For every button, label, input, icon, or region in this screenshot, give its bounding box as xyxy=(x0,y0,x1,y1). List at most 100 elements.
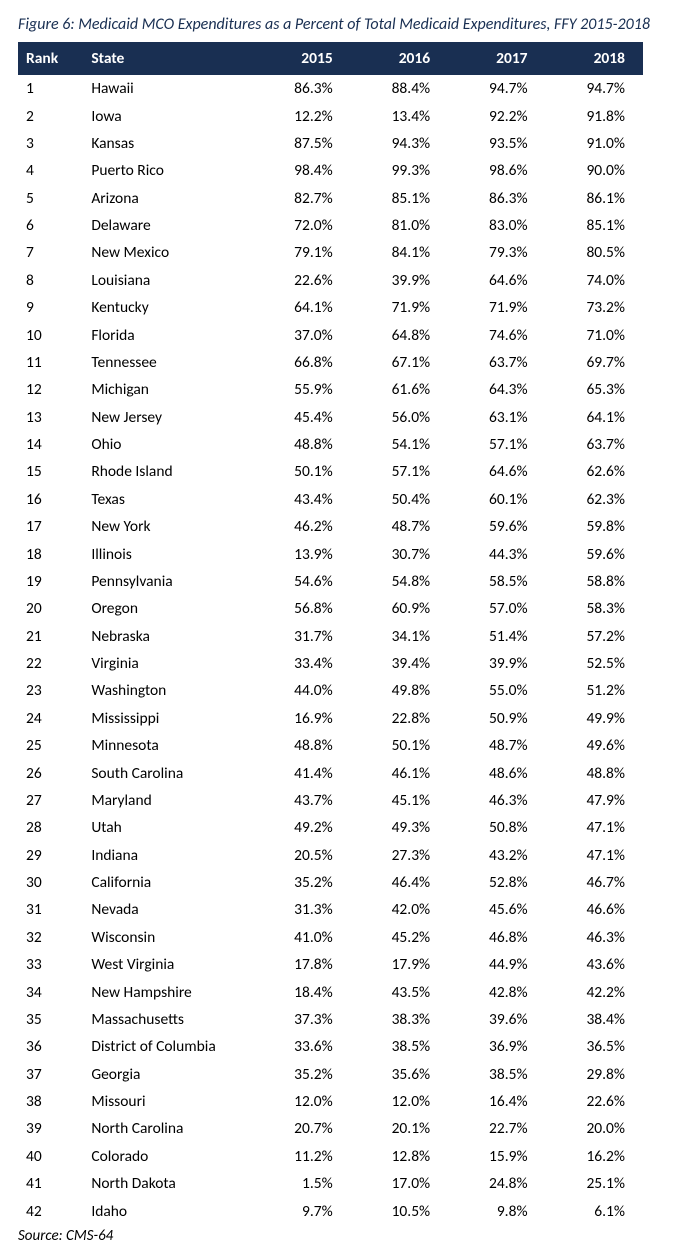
cell-2017: 24.8% xyxy=(448,1170,545,1197)
cell-2016: 38.3% xyxy=(351,1006,448,1033)
cell-2015: 37.0% xyxy=(253,321,350,348)
table-row: 31Nevada31.3%42.0%45.6%46.6% xyxy=(18,896,643,923)
table-row: 17New York46.2%48.7%59.6%59.8% xyxy=(18,513,643,540)
cell-state: Michigan xyxy=(83,376,253,403)
table-row: 29Indiana20.5%27.3%43.2%47.1% xyxy=(18,842,643,869)
table-row: 8Louisiana22.6%39.9%64.6%74.0% xyxy=(18,267,643,294)
cell-state: Colorado xyxy=(83,1143,253,1170)
cell-state: Iowa xyxy=(83,102,253,129)
cell-state: Washington xyxy=(83,677,253,704)
cell-2018: 38.4% xyxy=(546,1006,643,1033)
cell-2016: 84.1% xyxy=(351,239,448,266)
cell-2016: 45.2% xyxy=(351,924,448,951)
cell-2016: 35.6% xyxy=(351,1061,448,1088)
cell-rank: 11 xyxy=(18,349,83,376)
cell-rank: 6 xyxy=(18,212,83,239)
cell-2017: 79.3% xyxy=(448,239,545,266)
cell-2016: 49.8% xyxy=(351,677,448,704)
cell-2016: 56.0% xyxy=(351,404,448,431)
cell-2015: 33.6% xyxy=(253,1033,350,1060)
cell-state: Maryland xyxy=(83,787,253,814)
cell-2015: 46.2% xyxy=(253,513,350,540)
cell-state: Minnesota xyxy=(83,732,253,759)
cell-rank: 23 xyxy=(18,677,83,704)
col-state: State xyxy=(83,42,253,75)
cell-rank: 1 xyxy=(18,75,83,102)
cell-2015: 49.2% xyxy=(253,814,350,841)
cell-2016: 54.8% xyxy=(351,568,448,595)
cell-state: New Hampshire xyxy=(83,978,253,1005)
cell-rank: 37 xyxy=(18,1061,83,1088)
cell-2016: 85.1% xyxy=(351,185,448,212)
cell-rank: 33 xyxy=(18,951,83,978)
cell-2018: 16.2% xyxy=(546,1143,643,1170)
cell-state: Idaho xyxy=(83,1197,253,1224)
cell-2015: 12.2% xyxy=(253,102,350,129)
table-row: 24Mississippi16.9%22.8%50.9%49.9% xyxy=(18,705,643,732)
cell-2016: 46.1% xyxy=(351,759,448,786)
cell-2016: 54.1% xyxy=(351,431,448,458)
cell-2018: 74.0% xyxy=(546,267,643,294)
cell-2018: 62.6% xyxy=(546,458,643,485)
cell-state: Texas xyxy=(83,486,253,513)
cell-2017: 38.5% xyxy=(448,1061,545,1088)
cell-2016: 17.0% xyxy=(351,1170,448,1197)
cell-2016: 50.1% xyxy=(351,732,448,759)
cell-2016: 49.3% xyxy=(351,814,448,841)
cell-state: Indiana xyxy=(83,842,253,869)
cell-2018: 62.3% xyxy=(546,486,643,513)
cell-rank: 12 xyxy=(18,376,83,403)
cell-state: Arizona xyxy=(83,185,253,212)
cell-state: West Virginia xyxy=(83,951,253,978)
cell-2018: 59.6% xyxy=(546,540,643,567)
cell-2017: 51.4% xyxy=(448,623,545,650)
cell-rank: 22 xyxy=(18,650,83,677)
cell-rank: 27 xyxy=(18,787,83,814)
col-2018: 2018 xyxy=(546,42,643,75)
cell-2015: 45.4% xyxy=(253,404,350,431)
cell-2017: 57.0% xyxy=(448,595,545,622)
cell-rank: 7 xyxy=(18,239,83,266)
cell-2016: 34.1% xyxy=(351,623,448,650)
cell-rank: 26 xyxy=(18,759,83,786)
cell-2015: 18.4% xyxy=(253,978,350,1005)
table-row: 27Maryland43.7%45.1%46.3%47.9% xyxy=(18,787,643,814)
cell-2018: 51.2% xyxy=(546,677,643,704)
cell-2017: 39.9% xyxy=(448,650,545,677)
cell-state: Massachusetts xyxy=(83,1006,253,1033)
cell-2018: 46.3% xyxy=(546,924,643,951)
table-row: 26South Carolina41.4%46.1%48.6%48.8% xyxy=(18,759,643,786)
cell-2018: 48.8% xyxy=(546,759,643,786)
cell-2017: 44.3% xyxy=(448,540,545,567)
cell-2017: 55.0% xyxy=(448,677,545,704)
cell-2015: 11.2% xyxy=(253,1143,350,1170)
cell-rank: 28 xyxy=(18,814,83,841)
table-row: 9Kentucky64.1%71.9%71.9%73.2% xyxy=(18,294,643,321)
cell-2018: 46.6% xyxy=(546,896,643,923)
table-row: 18Illinois13.9%30.7%44.3%59.6% xyxy=(18,540,643,567)
cell-2016: 12.8% xyxy=(351,1143,448,1170)
cell-state: Illinois xyxy=(83,540,253,567)
cell-state: Oregon xyxy=(83,595,253,622)
cell-2018: 49.9% xyxy=(546,705,643,732)
cell-2017: 46.8% xyxy=(448,924,545,951)
cell-2018: 73.2% xyxy=(546,294,643,321)
cell-2015: 33.4% xyxy=(253,650,350,677)
col-2016: 2016 xyxy=(351,42,448,75)
cell-2017: 60.1% xyxy=(448,486,545,513)
table-row: 34New Hampshire18.4%43.5%42.8%42.2% xyxy=(18,978,643,1005)
cell-2016: 61.6% xyxy=(351,376,448,403)
cell-2015: 86.3% xyxy=(253,75,350,102)
cell-rank: 16 xyxy=(18,486,83,513)
cell-2018: 6.1% xyxy=(546,1197,643,1224)
mco-expenditure-table: Rank State 2015 2016 2017 2018 1Hawaii86… xyxy=(18,42,643,1225)
cell-2016: 88.4% xyxy=(351,75,448,102)
cell-rank: 19 xyxy=(18,568,83,595)
cell-2016: 48.7% xyxy=(351,513,448,540)
cell-2017: 16.4% xyxy=(448,1088,545,1115)
cell-rank: 4 xyxy=(18,157,83,184)
cell-2016: 64.8% xyxy=(351,321,448,348)
cell-2016: 43.5% xyxy=(351,978,448,1005)
cell-2018: 46.7% xyxy=(546,869,643,896)
cell-2016: 30.7% xyxy=(351,540,448,567)
